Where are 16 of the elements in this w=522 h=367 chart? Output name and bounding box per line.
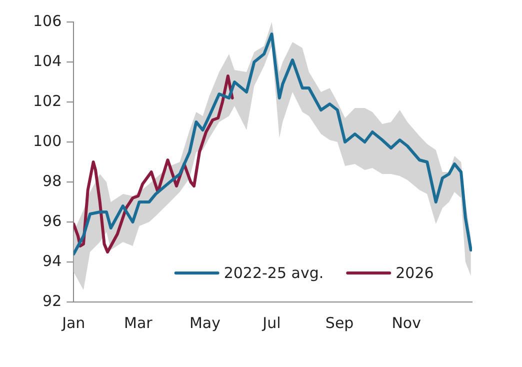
y-tick-label: 92 (42, 292, 62, 310)
y-tick-label: 94 (42, 252, 62, 270)
x-tick-label: Mar (124, 314, 154, 332)
y-tick-label: 98 (42, 172, 62, 190)
x-tick-label: Nov (392, 314, 422, 332)
y-tick-label: 106 (32, 12, 62, 30)
y-tick-label: 96 (42, 212, 62, 230)
x-tick-label: Jan (61, 314, 86, 332)
x-tick-label: Sep (325, 314, 354, 332)
y-tick-label: 104 (32, 52, 62, 70)
y-tick-label: 100 (32, 132, 62, 150)
x-tick-label: Jul (262, 314, 281, 332)
y-tick-label: 102 (32, 92, 62, 110)
legend-label: 2022-25 avg. (224, 264, 324, 282)
x-tick-label: May (189, 314, 221, 332)
legend-label: 2026 (396, 264, 434, 282)
